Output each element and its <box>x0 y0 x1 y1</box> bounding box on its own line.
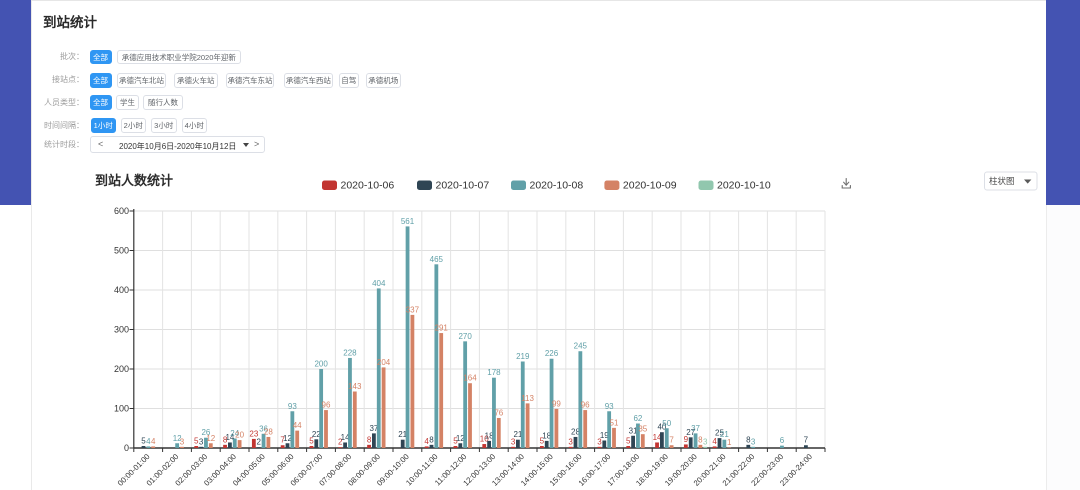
svg-text:31: 31 <box>629 426 638 435</box>
svg-text:5: 5 <box>309 437 314 446</box>
svg-text:21: 21 <box>398 430 407 439</box>
svg-text:245: 245 <box>574 342 588 351</box>
svg-text:26: 26 <box>201 428 210 437</box>
svg-text:99: 99 <box>552 399 561 408</box>
svg-text:19: 19 <box>600 431 609 440</box>
svg-text:9: 9 <box>684 435 689 444</box>
svg-text:3: 3 <box>751 437 756 446</box>
svg-text:14: 14 <box>341 433 350 442</box>
svg-text:2020-10-06: 2020-10-06 <box>341 180 395 192</box>
svg-text:5: 5 <box>141 437 146 446</box>
svg-text:93: 93 <box>288 402 297 411</box>
svg-text:28: 28 <box>264 427 273 436</box>
svg-text:2020-10-09: 2020-10-09 <box>623 180 677 192</box>
svg-text:4: 4 <box>146 437 151 446</box>
svg-text:35: 35 <box>638 425 647 434</box>
svg-text:96: 96 <box>322 401 331 410</box>
svg-text:3: 3 <box>199 437 204 446</box>
svg-text:62: 62 <box>633 414 642 423</box>
svg-text:51: 51 <box>610 418 619 427</box>
svg-text:2: 2 <box>256 438 261 447</box>
svg-text:14: 14 <box>225 433 234 442</box>
svg-text:400: 400 <box>114 285 129 295</box>
svg-text:291: 291 <box>435 324 449 333</box>
svg-text:96: 96 <box>581 401 590 410</box>
svg-text:3: 3 <box>597 437 602 446</box>
svg-text:20: 20 <box>235 431 244 440</box>
svg-text:226: 226 <box>545 349 559 358</box>
svg-text:14: 14 <box>653 433 662 442</box>
svg-text:到站人数统计: 到站人数统计 <box>95 173 173 188</box>
svg-text:12: 12 <box>206 434 215 443</box>
svg-text:44: 44 <box>293 421 302 430</box>
svg-text:37: 37 <box>369 424 378 433</box>
svg-text:8: 8 <box>698 435 703 444</box>
svg-text:3: 3 <box>511 437 516 446</box>
svg-text:7: 7 <box>280 436 285 445</box>
svg-text:113: 113 <box>521 394 534 403</box>
svg-text:164: 164 <box>463 374 477 383</box>
svg-text:2020-10-08: 2020-10-08 <box>530 180 584 192</box>
svg-text:柱状图: 柱状图 <box>989 176 1015 186</box>
svg-text:200: 200 <box>314 360 328 369</box>
svg-text:12: 12 <box>456 434 465 443</box>
svg-text:27: 27 <box>686 428 695 437</box>
svg-text:300: 300 <box>114 325 129 335</box>
svg-text:23: 23 <box>249 429 258 438</box>
svg-text:8: 8 <box>223 435 228 444</box>
svg-text:3: 3 <box>703 437 708 446</box>
svg-text:404: 404 <box>372 279 386 288</box>
svg-text:1: 1 <box>727 438 732 447</box>
svg-text:5: 5 <box>540 437 545 446</box>
svg-text:100: 100 <box>114 404 129 414</box>
svg-text:7: 7 <box>804 436 809 445</box>
svg-text:8: 8 <box>367 435 372 444</box>
svg-text:76: 76 <box>494 408 503 417</box>
svg-text:7: 7 <box>669 436 674 445</box>
svg-text:37: 37 <box>691 424 700 433</box>
svg-text:228: 228 <box>343 348 357 357</box>
svg-text:8: 8 <box>429 435 434 444</box>
svg-text:10: 10 <box>480 435 489 444</box>
svg-text:50: 50 <box>662 419 671 428</box>
svg-text:5: 5 <box>453 437 458 446</box>
svg-text:8: 8 <box>746 435 751 444</box>
svg-text:36: 36 <box>259 424 268 433</box>
svg-text:178: 178 <box>487 368 501 377</box>
svg-text:12: 12 <box>283 434 292 443</box>
svg-text:2020-10-07: 2020-10-07 <box>436 180 490 192</box>
svg-text:600: 600 <box>114 206 129 216</box>
svg-text:93: 93 <box>605 402 614 411</box>
svg-text:40: 40 <box>657 423 666 432</box>
svg-text:561: 561 <box>401 217 415 226</box>
svg-text:5: 5 <box>626 437 631 446</box>
svg-text:143: 143 <box>348 382 362 391</box>
svg-text:500: 500 <box>114 246 129 256</box>
svg-text:28: 28 <box>571 427 580 436</box>
svg-text:18: 18 <box>485 431 494 440</box>
svg-text:4: 4 <box>424 437 429 446</box>
svg-text:465: 465 <box>430 255 444 264</box>
svg-text:219: 219 <box>516 352 530 361</box>
svg-text:0: 0 <box>124 443 129 453</box>
svg-text:2: 2 <box>338 438 343 447</box>
svg-text:12: 12 <box>173 434 182 443</box>
svg-text:6: 6 <box>780 436 785 445</box>
svg-text:25: 25 <box>715 429 724 438</box>
svg-text:24: 24 <box>230 429 239 438</box>
svg-text:204: 204 <box>377 358 391 367</box>
svg-text:21: 21 <box>513 430 522 439</box>
svg-text:2020-10-10: 2020-10-10 <box>717 180 771 192</box>
svg-text:4: 4 <box>151 437 156 446</box>
svg-text:5: 5 <box>194 437 199 446</box>
svg-text:18: 18 <box>542 431 551 440</box>
svg-text:21: 21 <box>720 430 729 439</box>
svg-text:4: 4 <box>712 437 717 446</box>
svg-text:22: 22 <box>312 430 321 439</box>
svg-text:337: 337 <box>406 305 420 314</box>
svg-text:270: 270 <box>458 332 472 341</box>
svg-text:3: 3 <box>180 437 185 446</box>
svg-text:200: 200 <box>114 364 129 374</box>
svg-text:3: 3 <box>568 437 573 446</box>
